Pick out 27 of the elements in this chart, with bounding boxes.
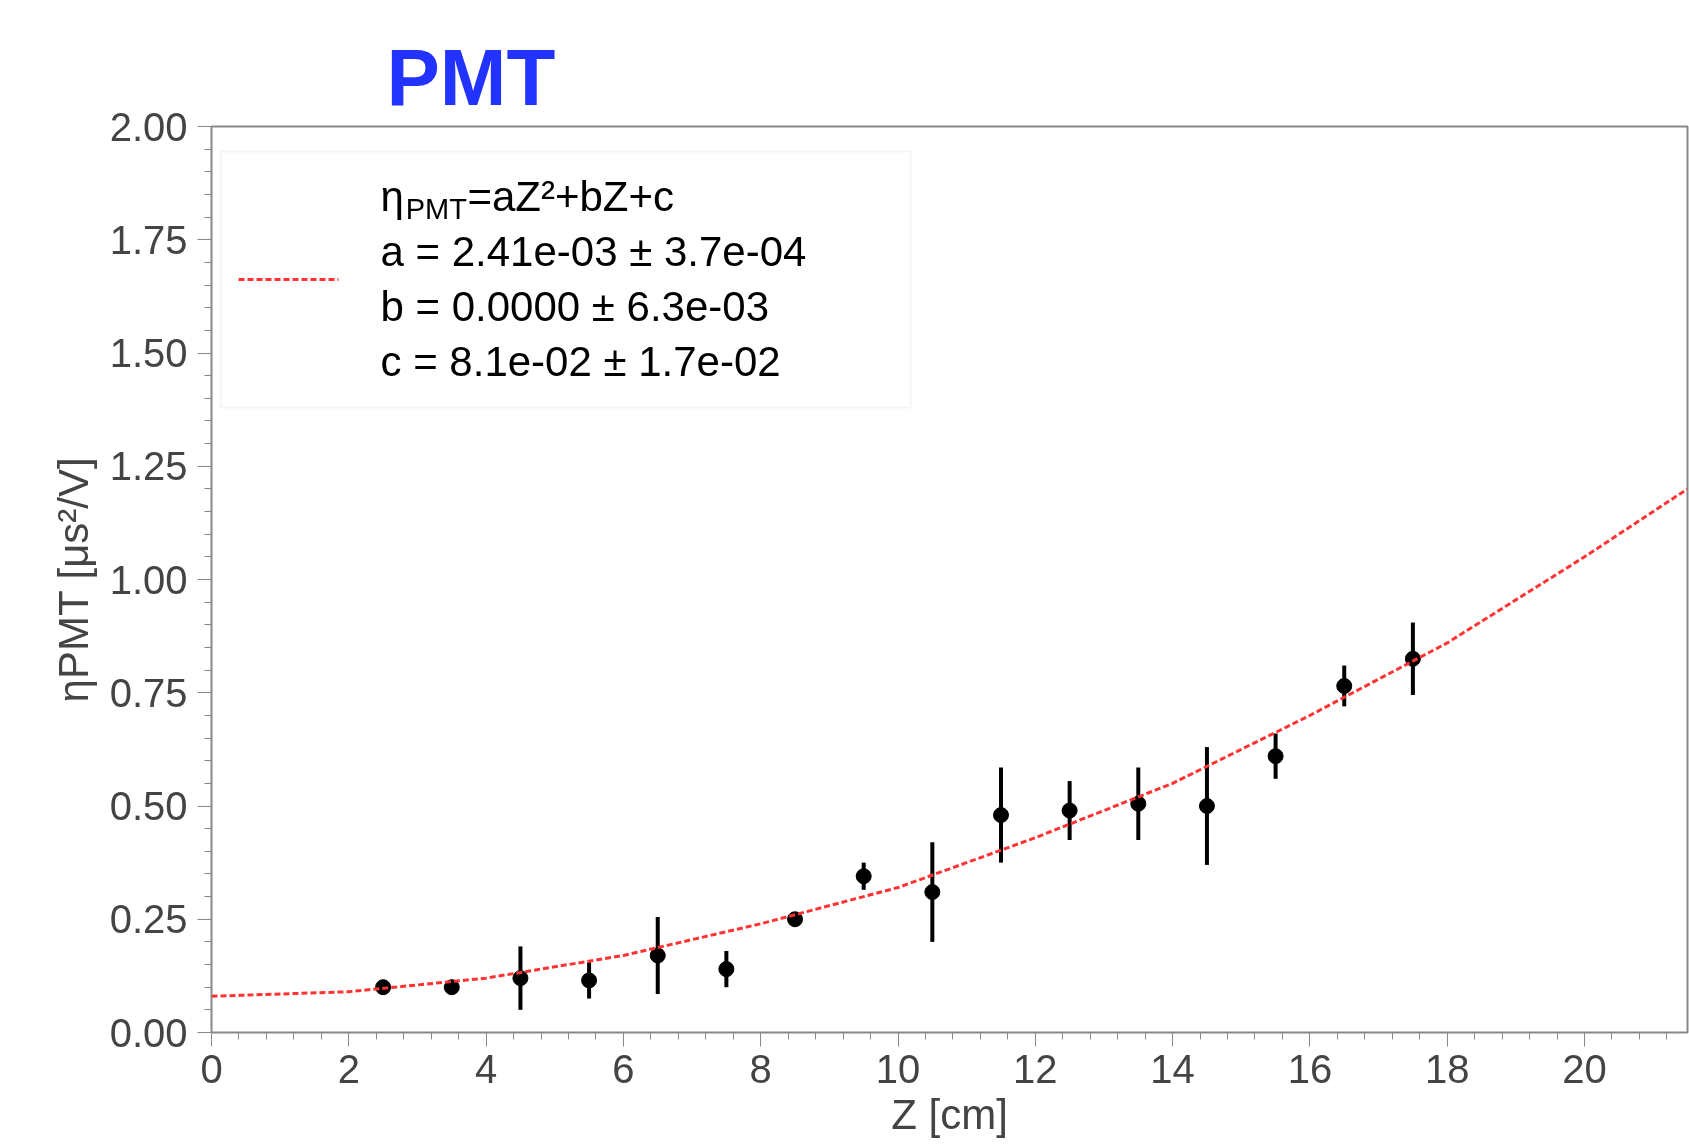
x-tick-label: 8 (749, 1046, 772, 1091)
line-series (211, 487, 1688, 998)
y-tick-label: 0.75 (109, 670, 188, 715)
x-tick-label: 6 (612, 1046, 635, 1091)
y-tick-label: 0.25 (109, 897, 188, 942)
x-tick-label: 0 (200, 1046, 223, 1091)
annotation: a = 2.41e-03 ± 3.7e-04 (380, 228, 807, 275)
y-tick-label: 1.50 (109, 331, 188, 375)
annotation: c = 8.1e-02 ± 1.7e-02 (380, 338, 781, 385)
y-tick-label: 2.00 (109, 104, 188, 149)
x-tick-label: 16 (1287, 1046, 1333, 1091)
x-tick-label: 14 (1150, 1046, 1195, 1091)
x-tick-label: 4 (474, 1046, 498, 1091)
x-tick-label: 2 (337, 1046, 360, 1091)
y-tick-label: 1.00 (109, 557, 188, 602)
annotation: b = 0.0000 ± 6.3e-03 (380, 283, 770, 330)
x-tick-label: 10 (875, 1046, 921, 1091)
y-tick-label: 1.25 (109, 444, 188, 489)
x-tick-label: 12 (1013, 1046, 1058, 1091)
chart-title: PMT (386, 32, 556, 122)
x-tick-label: 18 (1424, 1046, 1470, 1091)
x-axis-title: Z [cm] (891, 1090, 1008, 1138)
y-tick-label: 1.75 (109, 217, 188, 262)
y-tick-label: 0.50 (109, 784, 188, 828)
y-axis-title: ηPMT [μs²/V] (49, 457, 97, 703)
y-tick-label: 0.00 (109, 1010, 188, 1055)
x-tick-label: 20 (1562, 1046, 1607, 1091)
